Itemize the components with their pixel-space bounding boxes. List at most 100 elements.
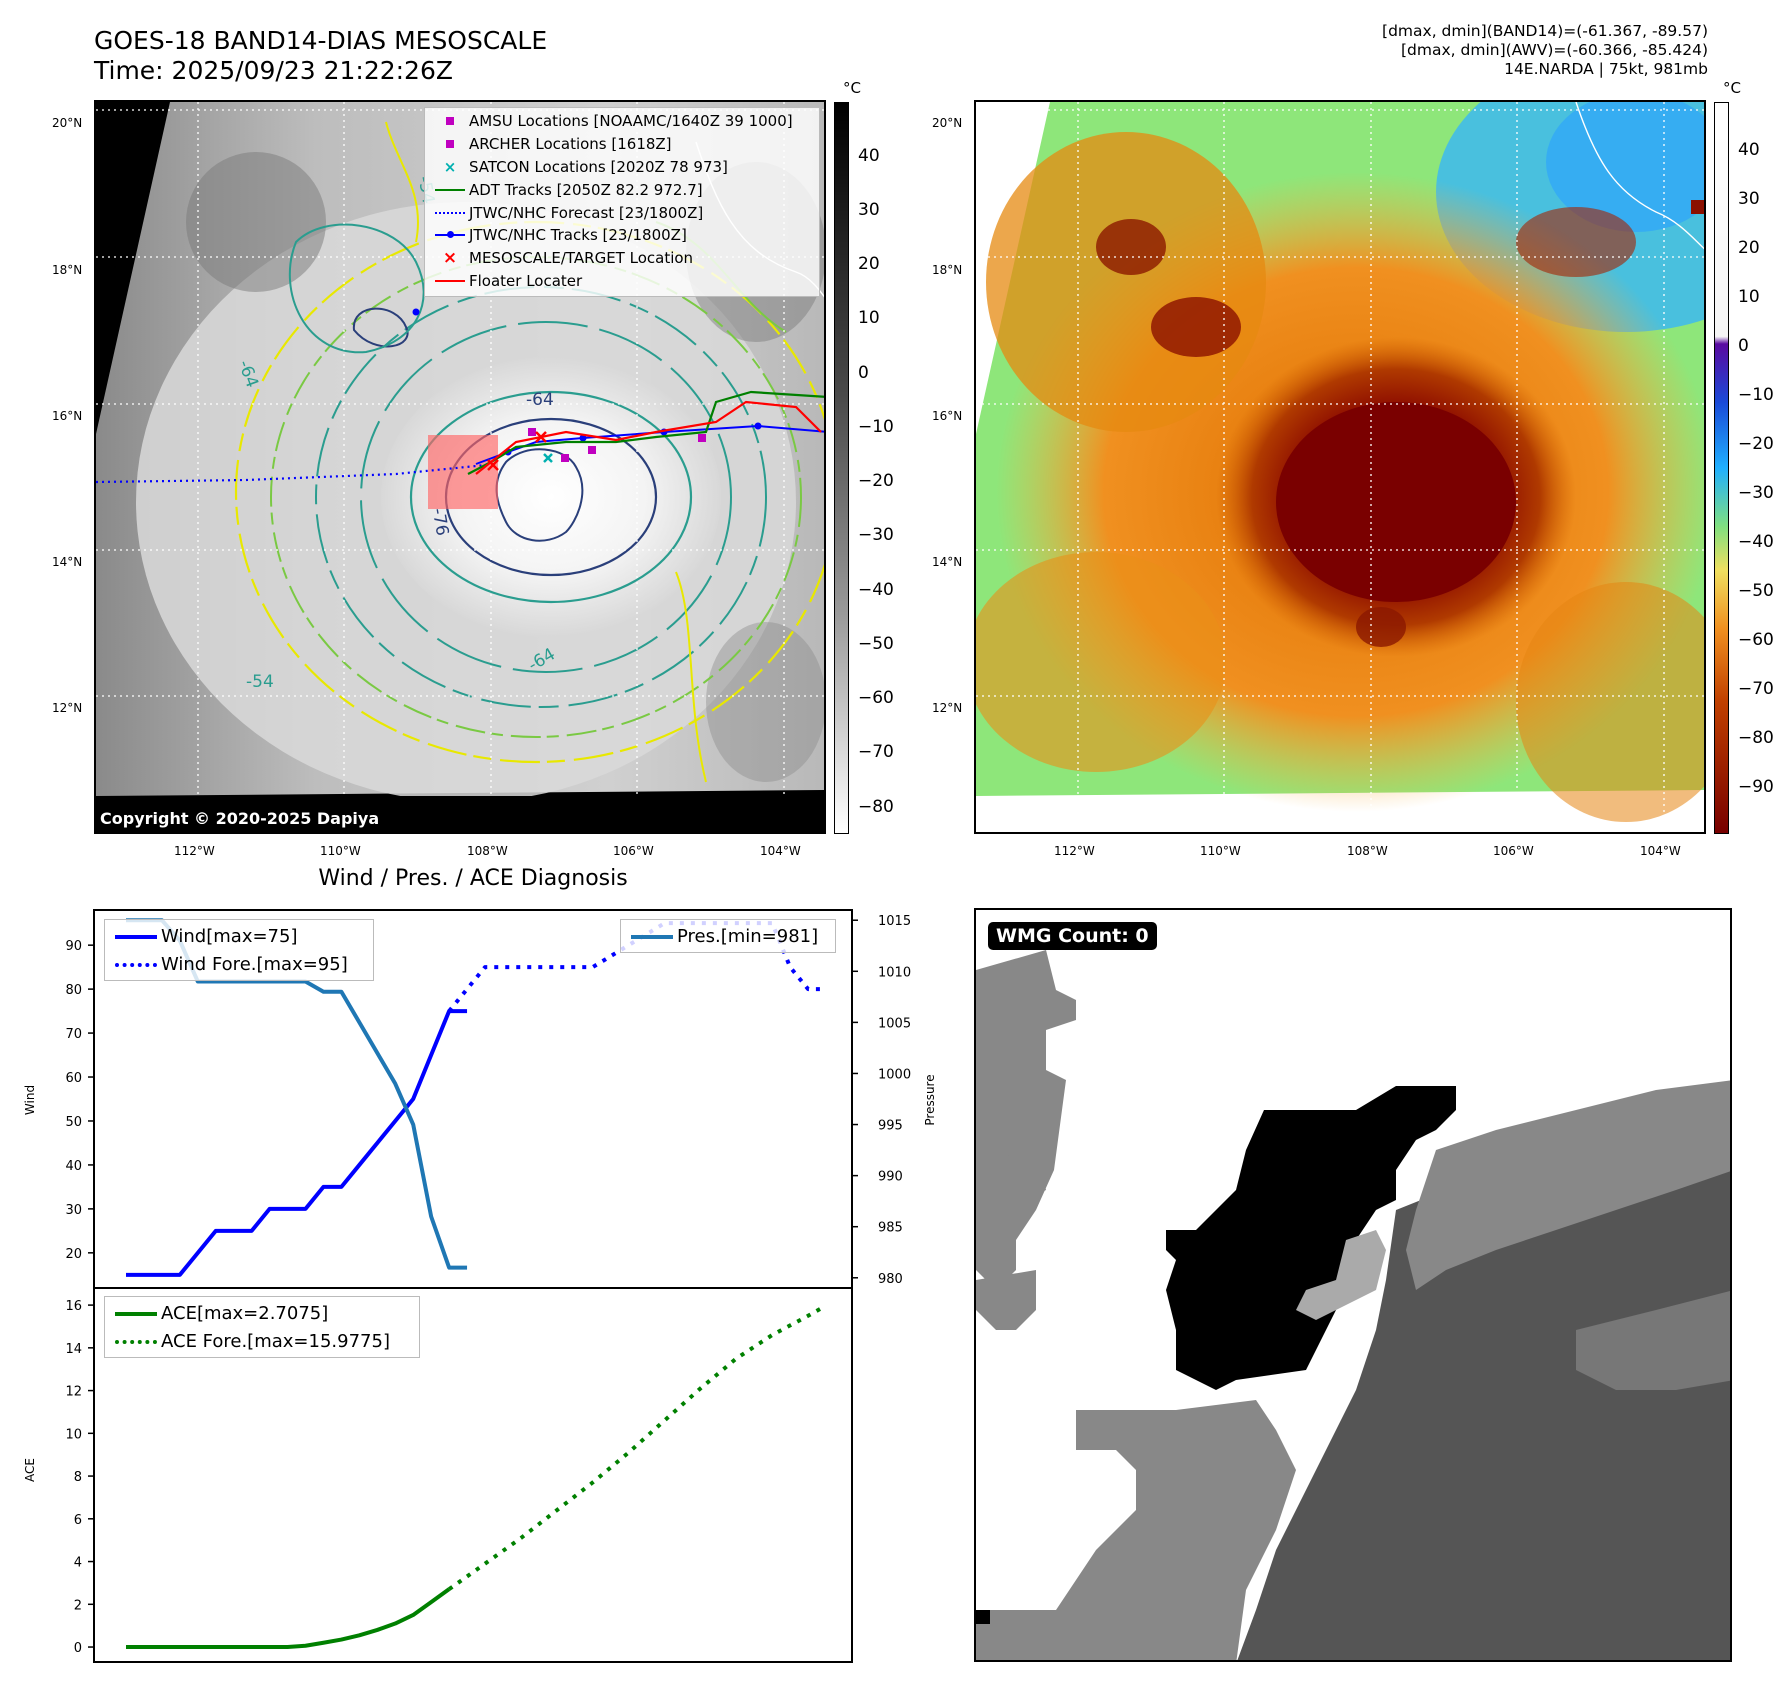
contour-label: -54 bbox=[246, 672, 274, 692]
ace-tick-label: 16 bbox=[65, 1299, 82, 1314]
wind-tick-label: 30 bbox=[65, 1203, 82, 1218]
wind-tick-label: 70 bbox=[65, 1027, 82, 1042]
color-colorbar-tick: −90 bbox=[1738, 777, 1774, 797]
dotted-line-icon bbox=[111, 954, 161, 974]
gray-colorbar-tick: −40 bbox=[858, 580, 894, 600]
color-colorbar-unit: °C bbox=[1723, 79, 1741, 97]
lon-label: 112°W bbox=[174, 844, 215, 858]
map-legend: AMSU Locations [NOAAMC/1640Z 39 1000] AR… bbox=[424, 107, 820, 297]
lat-label: 14°N bbox=[52, 555, 83, 569]
diagnosis-title: Wind / Pres. / ACE Diagnosis bbox=[318, 866, 628, 891]
legend-item-jtwc-tracks: JTWC/NHC Tracks [23/1800Z] bbox=[431, 224, 813, 247]
pressure-legend: Pres.[min=981] bbox=[620, 919, 836, 953]
line-marker-icon bbox=[431, 271, 469, 291]
wind-tick-label: 40 bbox=[65, 1159, 82, 1174]
gray-colorbar-tick: 40 bbox=[858, 146, 880, 166]
lon-label: 104°W bbox=[760, 844, 801, 858]
legend-item-ace: ACE[max=2.7075] bbox=[111, 1299, 413, 1327]
color-colorbar-tick: −80 bbox=[1738, 728, 1774, 748]
pressure-tick-label: 1015 bbox=[878, 914, 911, 929]
ace-tick-label: 14 bbox=[65, 1342, 82, 1357]
lon-label: 110°W bbox=[320, 844, 361, 858]
pressure-tick-label: 980 bbox=[878, 1272, 903, 1287]
line-marker-icon bbox=[111, 1303, 161, 1323]
gray-colorbar-tick: −50 bbox=[858, 634, 894, 654]
lat-label: 14°N bbox=[932, 555, 963, 569]
info-awv-range: [dmax, dmin](AWV)=(-60.366, -85.424) bbox=[1401, 41, 1708, 59]
ace-tick-label: 0 bbox=[74, 1641, 82, 1656]
lat-label: 12°N bbox=[932, 701, 963, 715]
legend-item-archer: ARCHER Locations [1618Z] bbox=[431, 133, 813, 156]
wind-tick-label: 60 bbox=[65, 1071, 82, 1086]
legend-item-target: × MESOSCALE/TARGET Location bbox=[431, 247, 813, 270]
series-line-wind bbox=[126, 1009, 468, 1277]
wind-tick-label: 90 bbox=[65, 939, 82, 954]
color-colorbar-tick: 0 bbox=[1738, 336, 1749, 356]
square-marker-icon bbox=[431, 134, 469, 154]
gray-colorbar-tick: 30 bbox=[858, 200, 880, 220]
color-colorbar-tick: 30 bbox=[1738, 189, 1760, 209]
gray-colorbar-tick: 10 bbox=[858, 308, 880, 328]
ace-tick-label: 6 bbox=[74, 1513, 82, 1528]
storm-info: [dmax, dmin](BAND14)=(-61.367, -89.57) [… bbox=[1382, 22, 1708, 79]
gray-colorbar-tick: 0 bbox=[858, 363, 869, 383]
ace-axis-label: ACE bbox=[23, 1458, 37, 1482]
ace-tick-label: 12 bbox=[65, 1385, 82, 1400]
dotted-line-icon bbox=[431, 203, 469, 223]
ace-tick-label: 8 bbox=[74, 1470, 82, 1485]
legend-item-ace-forecast: ACE Fore.[max=15.9775] bbox=[111, 1327, 413, 1355]
lon-label: 106°W bbox=[613, 844, 654, 858]
pressure-tick-label: 990 bbox=[878, 1170, 903, 1185]
color-colorbar-tick: −50 bbox=[1738, 581, 1774, 601]
line-marker-icon bbox=[627, 926, 677, 946]
x-marker-icon: × bbox=[443, 157, 457, 176]
lon-label: 112°W bbox=[1054, 844, 1095, 858]
legend-item-wind: Wind[max=75] bbox=[111, 922, 367, 950]
lon-label: 108°W bbox=[1347, 844, 1388, 858]
lat-label: 16°N bbox=[52, 409, 83, 423]
lat-label: 16°N bbox=[932, 409, 963, 423]
gray-colorbar-unit: °C bbox=[843, 79, 861, 97]
legend-item-amsu: AMSU Locations [NOAAMC/1640Z 39 1000] bbox=[431, 110, 813, 133]
legend-item-adt: ADT Tracks [2050Z 82.2 972.7] bbox=[431, 178, 813, 201]
lat-label: 18°N bbox=[932, 263, 963, 277]
series-line-ace-fore- bbox=[447, 1303, 828, 1591]
color-colorbar-tick: −20 bbox=[1738, 434, 1774, 454]
legend-item-forecast: JTWC/NHC Forecast [23/1800Z] bbox=[431, 201, 813, 224]
figure-title: GOES-18 BAND14-DIAS MESOSCALE Time: 2025… bbox=[94, 26, 547, 86]
ace-tick-label: 10 bbox=[65, 1427, 82, 1442]
wmg-imagery bbox=[976, 950, 1730, 1660]
line-marker-icon bbox=[111, 926, 161, 946]
gray-colorbar-tick: −30 bbox=[858, 525, 894, 545]
color-colorbar bbox=[1714, 102, 1729, 834]
legend-item-satcon: × SATCON Locations [2020Z 78 973] bbox=[431, 156, 813, 179]
gray-colorbar-tick: −60 bbox=[858, 688, 894, 708]
legend-item-floater: Floater Locater bbox=[431, 270, 813, 293]
wmg-count-badge: WMG Count: 0 bbox=[988, 922, 1157, 950]
color-colorbar-tick: −30 bbox=[1738, 483, 1774, 503]
lon-label: 104°W bbox=[1640, 844, 1681, 858]
wmg-panel: WMG Count: 0 bbox=[974, 908, 1732, 1662]
series-line-ace bbox=[126, 1587, 451, 1650]
ace-tick-label: 4 bbox=[74, 1556, 82, 1571]
wind-axis-label: Wind bbox=[23, 1085, 37, 1115]
title-time: Time: 2025/09/23 21:22:26Z bbox=[94, 56, 453, 85]
lat-label: 12°N bbox=[52, 701, 83, 715]
lat-label: 18°N bbox=[52, 263, 83, 277]
title-satellite: GOES-18 BAND14-DIAS MESOSCALE bbox=[94, 26, 548, 55]
ir-color-imagery bbox=[976, 102, 1704, 832]
dotted-line-icon bbox=[111, 1331, 161, 1351]
info-storm-summary: 14E.NARDA | 75kt, 981mb bbox=[1504, 60, 1708, 78]
square-marker-icon bbox=[431, 111, 469, 131]
pressure-tick-label: 1000 bbox=[878, 1067, 911, 1082]
adt-track bbox=[467, 390, 824, 475]
color-colorbar-tick: 20 bbox=[1738, 238, 1760, 258]
pressure-tick-label: 1010 bbox=[878, 965, 911, 980]
color-colorbar-tick: 40 bbox=[1738, 140, 1760, 160]
lon-label: 110°W bbox=[1200, 844, 1241, 858]
color-colorbar-tick: −70 bbox=[1738, 679, 1774, 699]
gray-colorbar-tick: −10 bbox=[858, 417, 894, 437]
color-colorbar-tick: −10 bbox=[1738, 385, 1774, 405]
lat-label: 20°N bbox=[932, 116, 963, 130]
line-marker-icon bbox=[431, 180, 469, 200]
